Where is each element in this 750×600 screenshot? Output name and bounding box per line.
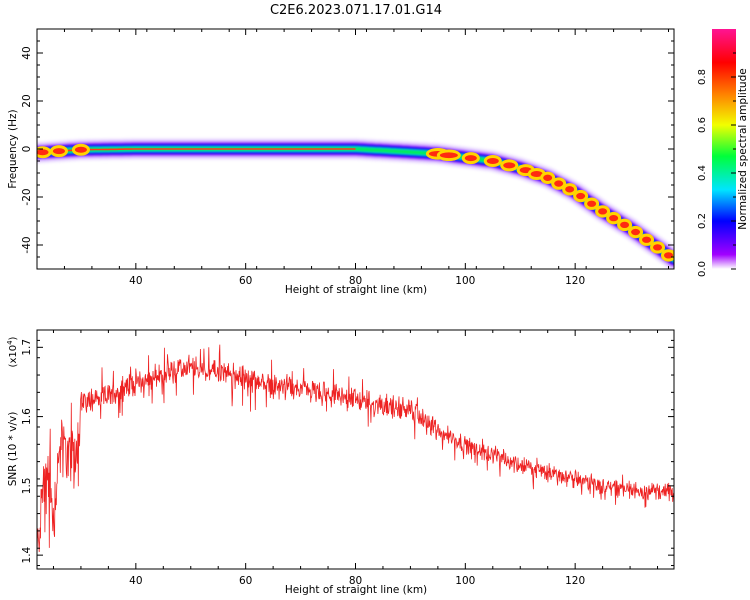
ridge-core — [47, 148, 356, 153]
snr-x-tick-label: 100 — [455, 575, 475, 587]
heatmap-x-tick-label: 40 — [129, 275, 142, 287]
snr-y-tick-label: 1.4 — [21, 546, 33, 563]
heatmap-panel: 40 60 80 100 120 -40 -20 0 20 40 Height of strai… — [7, 28, 675, 296]
colorbar: 0.0 0.2 0.4 0.6 0.8 Normalized spectral ampl… — [697, 29, 749, 277]
colorbar-tick-label: 0.0 — [697, 261, 708, 277]
heatmap-y-tick-label: -20 — [21, 188, 33, 205]
ridge-blob — [52, 148, 65, 155]
colorbar-tick-label: 0.8 — [697, 69, 708, 85]
snr-y-ticks: 1.4 1.5 1.6 1.7 — [21, 339, 674, 567]
colorbar-tick-label: 0.4 — [697, 165, 708, 181]
colorbar-label: Normalized spectral amplitude — [737, 68, 749, 229]
heatmap-x-tick-label: 80 — [349, 275, 362, 287]
ridge-blob — [37, 149, 49, 156]
colorbar-tick-label: 0.2 — [697, 213, 708, 229]
ridge-blob — [464, 155, 477, 162]
figure-title: C2E6.2023.071.17.01.G14 — [270, 3, 442, 18]
ridge-blob — [609, 214, 619, 222]
ridge-blob — [576, 192, 586, 200]
ridge-blob — [664, 252, 674, 259]
spectral-ridge — [37, 138, 674, 269]
colorbar-ticks: 0.0 0.2 0.4 0.6 0.8 — [697, 52, 736, 277]
ridge-blob — [642, 236, 652, 243]
ridge-blob — [653, 244, 663, 251]
heatmap-y-tick-label: 0 — [21, 146, 33, 153]
ridge-blob — [598, 208, 608, 215]
ridge-blob — [486, 158, 499, 164]
ridge-blob — [554, 180, 564, 187]
ridge-blob — [631, 228, 641, 236]
heatmap-y-ticks: -40 -20 0 20 40 — [21, 28, 674, 270]
snr-panel: 40 60 80 100 120 1.4 1.5 1.6 1.7 Height of stra… — [6, 329, 675, 596]
colorbar-tick-label: 0.6 — [697, 117, 708, 133]
snr-y-tick-label: 1.6 — [21, 408, 33, 425]
snr-series-line — [37, 344, 674, 557]
ridge-blob — [74, 146, 87, 153]
snr-y-tick-label: 1.7 — [21, 339, 33, 356]
colorbar-gradient — [712, 29, 736, 269]
snr-x-ticks: 40 60 80 100 120 — [52, 330, 659, 587]
ridge-blob — [543, 174, 553, 181]
heatmap-x-tick-label: 100 — [455, 275, 475, 287]
snr-x-axis-label: Height of straight line (km) — [285, 584, 427, 596]
snr-y-tick-label: 1.5 — [21, 478, 33, 495]
snr-x-tick-label: 60 — [239, 575, 252, 587]
snr-x-tick-label: 80 — [349, 575, 362, 587]
heatmap-y-tick-label: 20 — [21, 94, 33, 107]
heatmap-y-tick-label: -40 — [21, 236, 33, 253]
heatmap-x-tick-label: 120 — [565, 275, 585, 287]
heatmap-y-axis-label: Frequency (Hz) — [7, 109, 19, 188]
snr-multiplier: (x104) — [6, 336, 19, 367]
heatmap-x-tick-label: 60 — [239, 275, 252, 287]
ridge-blob — [620, 221, 630, 228]
snr-plot-frame — [36, 329, 675, 570]
snr-y-axis-label: SNR (10 * v/v) — [7, 412, 19, 487]
ridge-blob — [503, 162, 516, 169]
ridge-blob — [587, 200, 597, 207]
ridge-blob — [439, 152, 458, 159]
snr-x-tick-label: 40 — [129, 575, 142, 587]
ridge-band — [37, 140, 674, 268]
ridge-blob — [530, 170, 543, 177]
snr-x-tick-label: 120 — [565, 575, 585, 587]
heatmap-x-axis-label: Height of straight line (km) — [285, 284, 427, 296]
ridge-blob — [565, 186, 575, 193]
heatmap-y-tick-label: 40 — [21, 46, 33, 59]
heatmap-x-ticks: 40 60 80 100 120 — [36, 29, 670, 287]
